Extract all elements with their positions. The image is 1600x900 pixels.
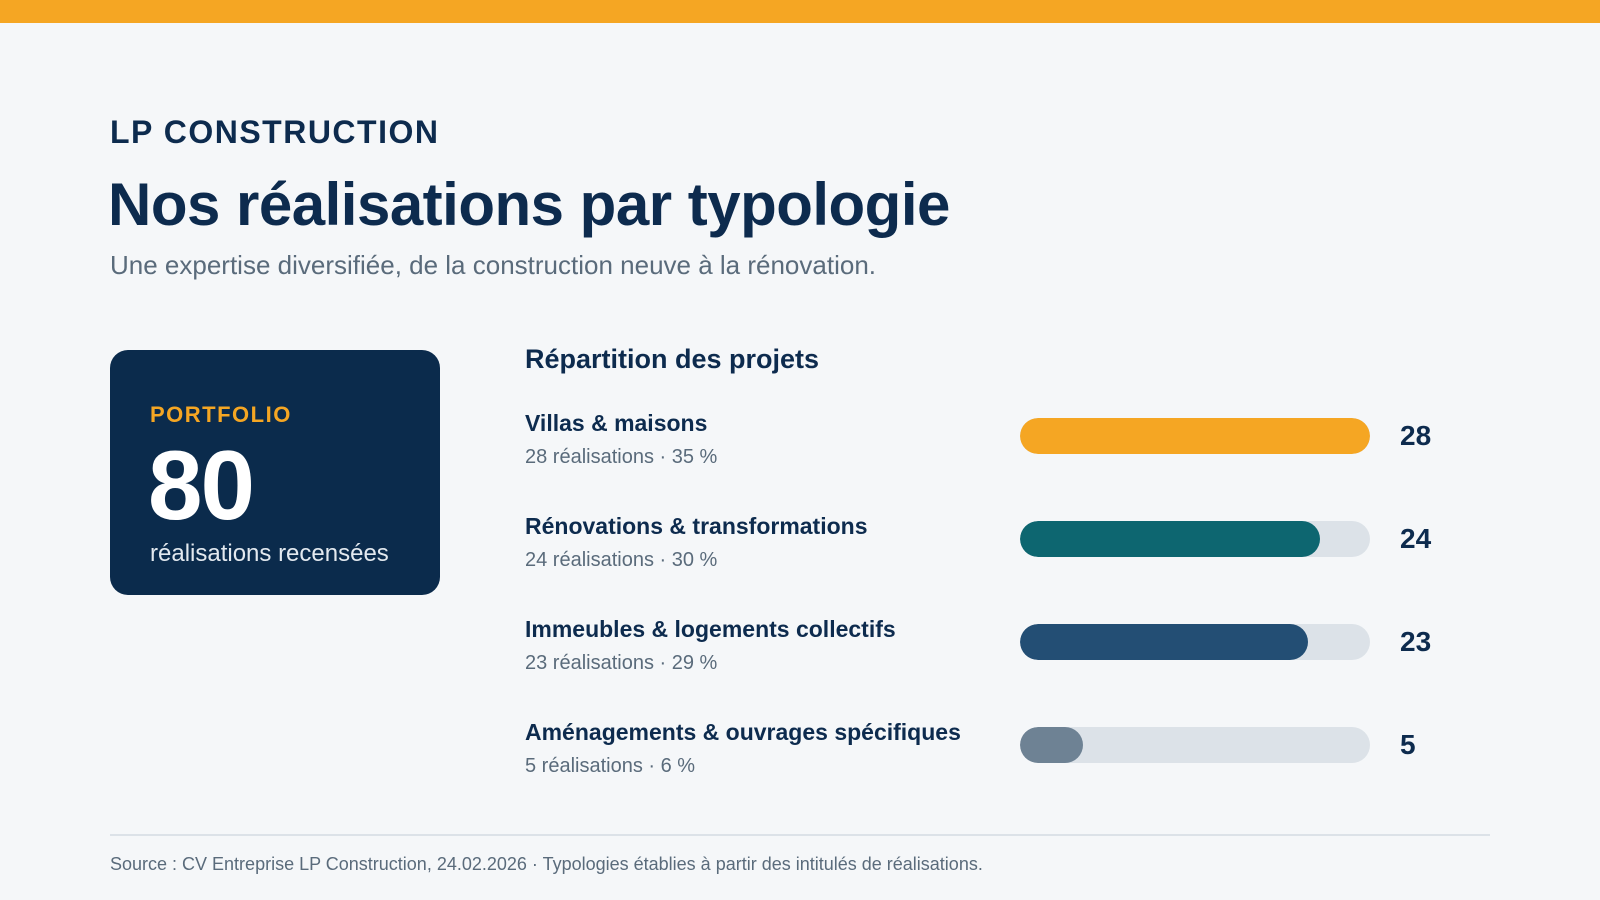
category-label: Aménagements & ouvrages spécifiques: [525, 719, 961, 745]
bar-track: [1020, 727, 1370, 763]
footer-divider: [110, 834, 1490, 836]
category-detail: 5 réalisations · 6 %: [525, 755, 696, 777]
portfolio-caption: réalisations recensées: [150, 540, 389, 567]
chart-row: Villas & maisons 28 réalisations · 35 % 28: [525, 410, 1465, 500]
page-title: Nos réalisations par typologie: [108, 171, 950, 238]
bar-fill: [1020, 418, 1370, 454]
chart-row: Rénovations & transformations 24 réalisat…: [525, 513, 1465, 603]
source-note: Source : CV Entreprise LP Construction, …: [110, 854, 983, 874]
category-label: Rénovations & transformations: [525, 513, 868, 539]
top-accent-bar: [0, 0, 1600, 23]
chart-row: Aménagements & ouvrages spécifiques 5 réa…: [525, 719, 1465, 809]
bar-value-label: 5: [1400, 729, 1416, 760]
brand-name: LP CONSTRUCTION: [110, 114, 440, 150]
chart-row: Immeubles & logements collectifs 23 réali…: [525, 616, 1465, 706]
portfolio-total: 80: [148, 430, 255, 540]
portfolio-card: PORTFOLIO 80 réalisations recensées: [110, 350, 440, 595]
category-detail: 23 réalisations · 29 %: [525, 652, 718, 674]
bar-track: [1020, 418, 1370, 454]
category-detail: 28 réalisations · 35 %: [525, 446, 718, 468]
portfolio-label: PORTFOLIO: [150, 402, 292, 427]
bar-value-label: 23: [1400, 626, 1432, 657]
bar-fill: [1020, 727, 1083, 763]
bar-track: [1020, 624, 1370, 660]
category-label: Villas & maisons: [525, 410, 708, 436]
bar-track: [1020, 521, 1370, 557]
chart-title: Répartition des projets: [525, 344, 820, 374]
bar-fill: [1020, 624, 1308, 660]
bar-value-label: 24: [1400, 523, 1432, 554]
page-subtitle: Une expertise diversifiée, de la constru…: [110, 250, 876, 280]
bar-fill: [1020, 521, 1320, 557]
category-label: Immeubles & logements collectifs: [525, 616, 896, 642]
bar-value-label: 28: [1400, 420, 1432, 451]
category-detail: 24 réalisations · 30 %: [525, 549, 718, 571]
